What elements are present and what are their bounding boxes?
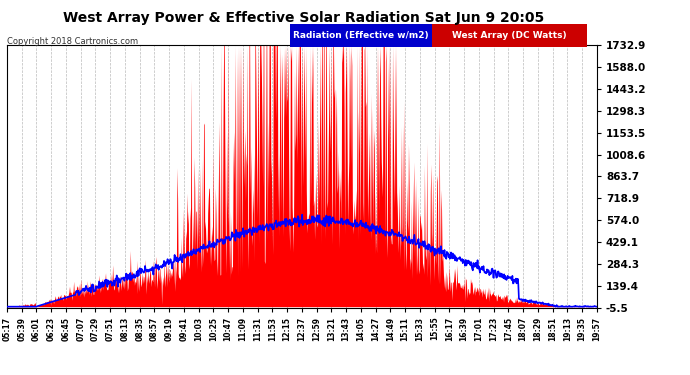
Text: West Array (DC Watts): West Array (DC Watts) [452,31,566,40]
FancyBboxPatch shape [290,24,432,47]
FancyBboxPatch shape [432,24,586,47]
Text: Radiation (Effective w/m2): Radiation (Effective w/m2) [293,31,428,40]
Text: West Array Power & Effective Solar Radiation Sat Jun 9 20:05: West Array Power & Effective Solar Radia… [63,11,544,25]
Text: Copyright 2018 Cartronics.com: Copyright 2018 Cartronics.com [7,38,138,46]
